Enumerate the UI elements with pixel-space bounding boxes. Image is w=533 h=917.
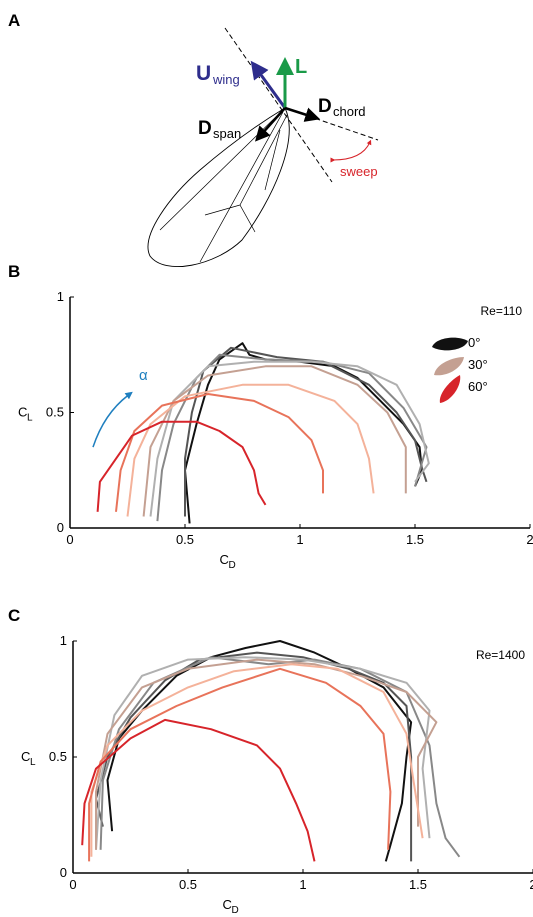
series-line xyxy=(106,640,413,862)
u-sub: wing xyxy=(212,72,240,87)
y-label-sub: L xyxy=(27,413,33,424)
y-label-sub: L xyxy=(30,757,36,768)
x-label-sub: D xyxy=(229,560,236,571)
sweep-label: sweep xyxy=(340,164,378,179)
x-label: C xyxy=(220,552,229,567)
x-tick-label: 1.5 xyxy=(409,877,427,892)
dchord-label: D xyxy=(318,96,332,117)
x-label-sub: D xyxy=(232,905,239,916)
y-label: C xyxy=(18,405,27,420)
wing-diagram: A U wing L D chord D span sweep xyxy=(8,11,379,268)
l-label: L xyxy=(295,56,307,78)
x-tick-label: 1 xyxy=(299,877,306,892)
wing-veins xyxy=(159,107,288,263)
legend-swatch xyxy=(434,357,464,376)
series-line xyxy=(115,393,324,512)
u-arrow xyxy=(250,60,287,109)
legend-swatch xyxy=(432,337,468,351)
wing-outline xyxy=(147,107,290,268)
series-line xyxy=(156,353,428,522)
x-label: C xyxy=(223,897,232,912)
annotation: Re=110 xyxy=(481,304,523,318)
legend-label: 0° xyxy=(468,335,480,350)
x-tick-label: 1 xyxy=(296,532,303,547)
annotation: Re=1400 xyxy=(476,648,525,662)
y-tick-label: 1 xyxy=(57,289,64,304)
x-tick-label: 1.5 xyxy=(406,532,424,547)
x-tick-label: 0 xyxy=(69,877,76,892)
legend-swatch xyxy=(439,375,461,403)
y-tick-label: 0 xyxy=(57,520,64,535)
series-line xyxy=(142,365,407,517)
y-tick-label: 0.5 xyxy=(46,405,64,420)
dspan-arrow xyxy=(255,107,286,142)
panel-label: B xyxy=(8,262,20,281)
y-tick-label: 0.5 xyxy=(49,749,67,764)
x-tick-label: 2 xyxy=(526,532,533,547)
series-line xyxy=(81,718,316,862)
x-tick-label: 2 xyxy=(529,877,533,892)
y-tick-label: 0 xyxy=(60,865,67,880)
u-label: U xyxy=(196,62,211,85)
sweep-arc xyxy=(330,139,372,163)
dchord-arrow xyxy=(284,106,321,122)
dchord-sub: chord xyxy=(333,104,366,119)
series-line xyxy=(99,656,461,858)
alpha-label: α xyxy=(139,367,148,384)
dspan-label: D xyxy=(198,118,212,139)
series-line xyxy=(95,651,413,862)
series-line xyxy=(96,420,267,512)
panel-label: C xyxy=(8,606,20,625)
x-tick-label: 0.5 xyxy=(176,532,194,547)
y-label: C xyxy=(21,749,30,764)
series-line xyxy=(184,346,428,517)
wing-axis xyxy=(224,27,333,183)
series-line xyxy=(126,383,375,517)
dspan-sub: span xyxy=(213,126,241,141)
series-line xyxy=(90,663,424,857)
legend-label: 60° xyxy=(468,379,488,394)
y-tick-label: 1 xyxy=(60,633,67,648)
x-tick-label: 0.5 xyxy=(179,877,197,892)
series-line xyxy=(149,360,430,517)
series-line xyxy=(88,667,392,862)
legend-label: 30° xyxy=(468,357,488,372)
x-tick-label: 0 xyxy=(66,532,73,547)
series-line xyxy=(95,658,438,850)
panel-label: A xyxy=(8,11,20,30)
alpha-arrow xyxy=(92,391,133,448)
